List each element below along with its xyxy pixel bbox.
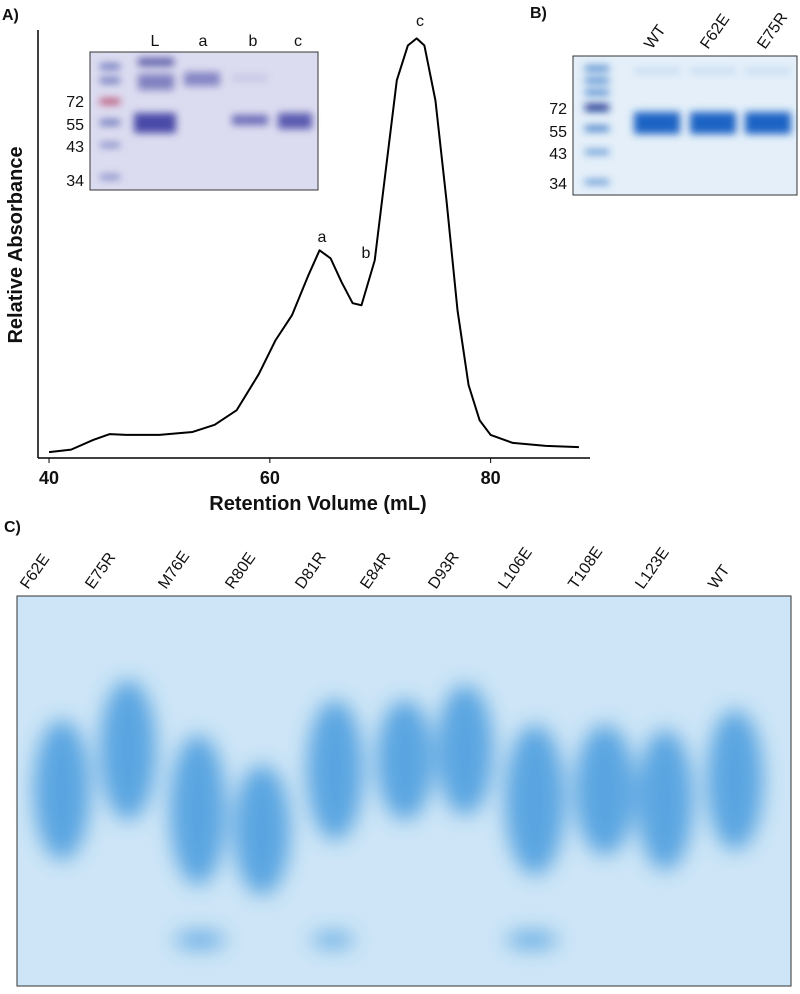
lane-label: T108E <box>565 544 606 592</box>
lane-label: D81R <box>292 549 329 592</box>
panel-c-gel <box>16 595 792 987</box>
marker-label: 34 <box>66 173 84 190</box>
peak-annotation: b <box>362 245 371 262</box>
panel-b-gel <box>572 55 798 196</box>
marker-label: 43 <box>66 139 84 156</box>
lane-label: WT <box>705 562 733 592</box>
lane-label: a <box>199 33 208 50</box>
panel-label: A) <box>2 7 19 24</box>
marker-label: 43 <box>549 146 567 163</box>
y-axis-label: Relative Absorbance <box>5 146 27 343</box>
lane-label: L123E <box>632 545 672 593</box>
x-tick-label: 80 <box>481 468 501 488</box>
lane-label: E84R <box>357 550 394 593</box>
lane-label: F62E <box>697 11 733 52</box>
lane-label: R80E <box>222 550 259 593</box>
x-tick-label: 40 <box>39 468 59 488</box>
marker-label: 34 <box>549 176 567 193</box>
marker-label: 55 <box>549 124 567 141</box>
inset-gel <box>89 51 319 191</box>
lane-label: M76E <box>155 548 193 592</box>
x-tick-label: 60 <box>260 468 280 488</box>
panel-label: C) <box>4 519 21 536</box>
lane-label: L106E <box>495 545 535 593</box>
lane-label: c <box>294 33 302 50</box>
marker-label: 72 <box>66 94 84 111</box>
panel-label: B) <box>530 5 547 22</box>
x-axis-label: Retention Volume (mL) <box>209 493 426 515</box>
marker-label: 55 <box>66 117 84 134</box>
lane-label: E75R <box>754 10 791 53</box>
lane-label: WT <box>641 22 669 52</box>
lane-label: L <box>151 33 160 50</box>
peak-annotation: a <box>318 229 327 246</box>
lane-label: E75R <box>82 550 119 593</box>
lane-label: F62E <box>17 551 53 592</box>
line <box>48 37 579 454</box>
lane-label: b <box>249 33 258 50</box>
peak-annotation: c <box>416 13 424 30</box>
marker-label: 72 <box>549 101 567 118</box>
lane-label: D93R <box>425 549 462 592</box>
